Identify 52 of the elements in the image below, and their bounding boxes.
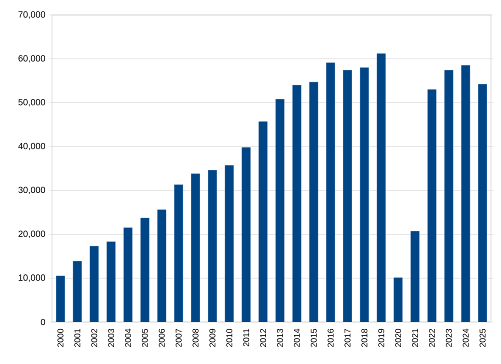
bar <box>478 84 488 322</box>
x-tick-label: 2022 <box>428 328 435 347</box>
bar <box>208 170 217 322</box>
y-tick-label: 50,000 <box>18 99 46 106</box>
x-tick-label: 2015 <box>310 328 317 347</box>
bar <box>174 184 184 322</box>
x-tick-label: 2007 <box>176 328 182 347</box>
y-tick-label: 10,000 <box>18 274 46 282</box>
x-tick-label: 2018 <box>361 328 368 347</box>
bar <box>56 276 65 322</box>
x-tick-label: 2000 <box>57 328 64 347</box>
bar <box>360 67 369 322</box>
bar <box>410 231 420 322</box>
y-tick-label: 60,000 <box>18 55 46 63</box>
bar <box>326 62 336 322</box>
x-tick-label: 2008 <box>192 328 199 347</box>
bar <box>292 84 302 322</box>
y-tick-label: 40,000 <box>18 142 46 150</box>
bar <box>124 228 132 322</box>
bar <box>343 70 352 322</box>
x-tick-label: 2009 <box>209 328 216 347</box>
x-tick-label: 2002 <box>91 328 98 347</box>
bar <box>140 218 150 322</box>
bar <box>72 261 82 322</box>
x-tick-label: 2019 <box>378 328 384 347</box>
x-tick-label: 2020 <box>395 328 402 347</box>
x-tick-label: 2024 <box>462 328 469 347</box>
bar <box>191 174 200 322</box>
x-tick-label: 2005 <box>142 328 148 347</box>
x-tick-label: 2003 <box>108 328 114 347</box>
x-tick-label: 2021 <box>412 328 418 347</box>
x-tick-label: 2016 <box>328 328 334 347</box>
bar <box>427 89 436 322</box>
x-tick-label: 2023 <box>446 328 452 347</box>
bar <box>106 242 116 322</box>
x-tick-label: 2004 <box>124 328 131 347</box>
x-tick-label: 2006 <box>158 328 165 347</box>
bar <box>258 121 268 322</box>
y-tick-label: 70,000 <box>18 11 46 19</box>
y-tick-label: 30,000 <box>18 186 46 194</box>
x-tick-label: 2010 <box>226 328 232 347</box>
bar <box>275 99 284 322</box>
bar <box>394 278 403 322</box>
x-tick-label: 2017 <box>344 328 350 347</box>
x-tick-label: 2025 <box>480 328 486 347</box>
y-tick-label: 0 <box>40 318 46 326</box>
x-tick-label: 2001 <box>74 328 80 347</box>
x-tick-label: 2011 <box>243 328 250 346</box>
x-tick-label: 2012 <box>260 328 266 347</box>
x-tick-label: 2014 <box>294 328 300 347</box>
y-tick-label: 20,000 <box>18 230 46 238</box>
x-tick-label: 2013 <box>276 328 283 347</box>
